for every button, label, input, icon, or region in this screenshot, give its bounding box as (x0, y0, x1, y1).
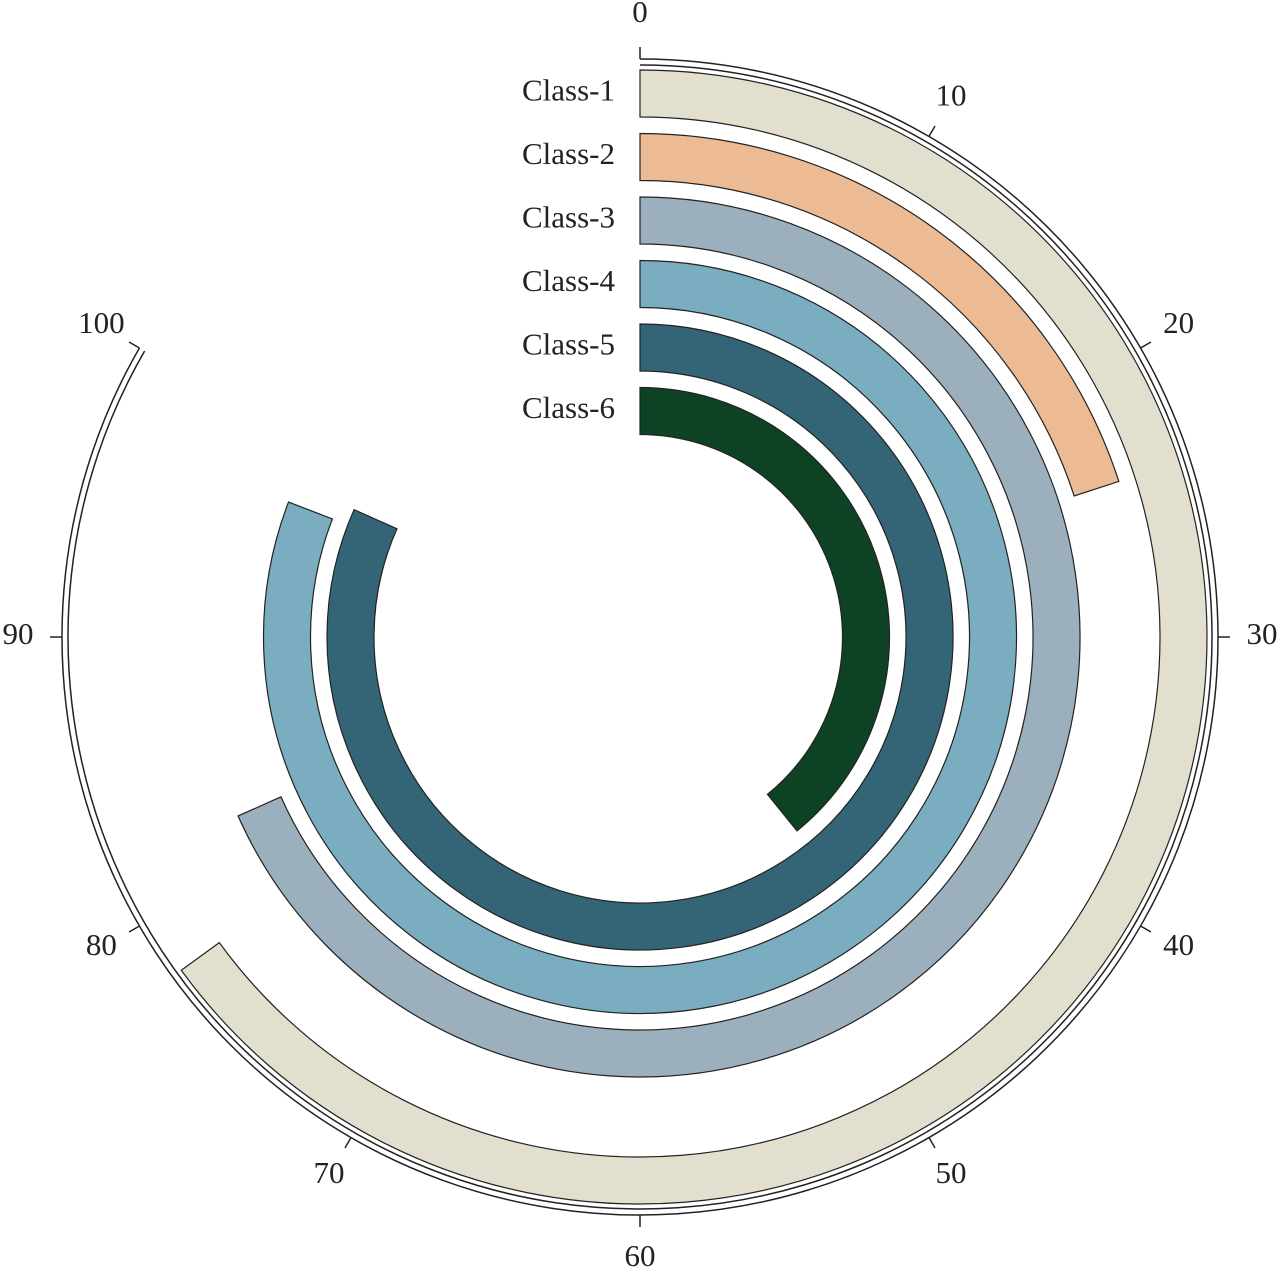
category-label: Class-4 (522, 263, 616, 298)
category-label: Class-5 (522, 327, 615, 362)
bar (237, 196, 1081, 1078)
tick-label: 100 (78, 305, 125, 340)
tick-mark (128, 925, 140, 933)
category-label: Class-6 (522, 390, 615, 425)
tick-label: 40 (1163, 927, 1194, 962)
category-label: Class-2 (522, 136, 615, 171)
bar (639, 386, 891, 832)
bar (180, 69, 1208, 1205)
axis-line (61, 58, 1219, 1216)
axis-line (67, 64, 1213, 1210)
tick-label: 20 (1163, 305, 1194, 340)
category-label: Class-3 (522, 200, 615, 235)
tick-mark (928, 125, 936, 137)
bar (639, 132, 1120, 497)
tick-label: 80 (86, 927, 117, 962)
tick-label: 70 (314, 1155, 345, 1190)
tick-mark (928, 1137, 936, 1149)
tick-mark (344, 1137, 352, 1149)
tick-label: 30 (1247, 616, 1278, 651)
tick-mark (128, 341, 140, 349)
tick-label: 90 (3, 616, 34, 651)
tick-mark (1140, 925, 1152, 933)
tick-mark (1140, 341, 1152, 349)
tick-label: 50 (936, 1155, 967, 1190)
category-label: Class-1 (522, 73, 615, 108)
bar (326, 323, 954, 951)
tick-label: 60 (625, 1238, 656, 1272)
tick-label: 0 (632, 0, 648, 29)
tick-label: 10 (936, 77, 967, 112)
bar (262, 259, 1018, 1015)
